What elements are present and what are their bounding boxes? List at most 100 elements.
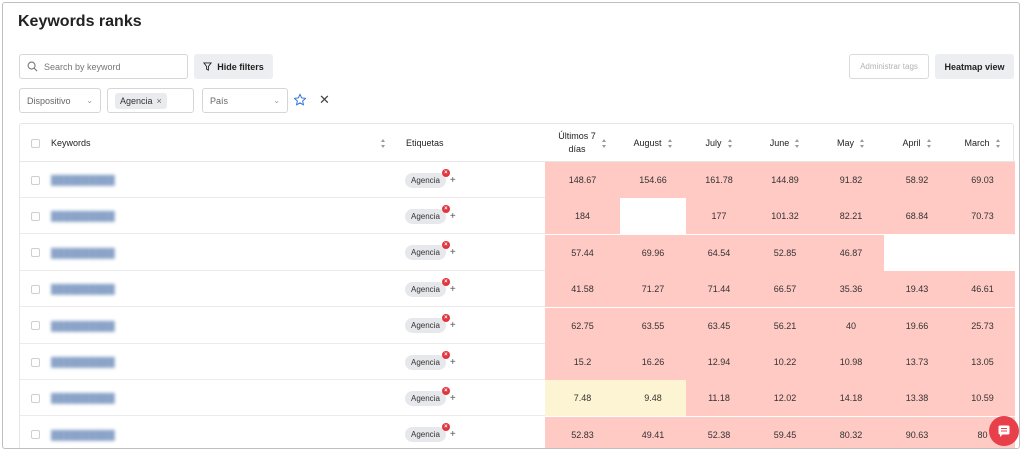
keyword-link-redacted[interactable]: ██████████ — [51, 429, 115, 440]
row-checkbox[interactable] — [31, 393, 40, 403]
sort-icon[interactable] — [601, 138, 607, 148]
keyword-link-redacted[interactable]: ██████████ — [51, 247, 115, 258]
row-checkbox[interactable] — [31, 175, 40, 185]
row-tags: Agencia × + — [405, 162, 456, 198]
search-icon — [27, 61, 38, 72]
table-header: Keywords Etiquetas Últimos 7 días August … — [20, 124, 1015, 162]
tag-chip[interactable]: Agencia × — [405, 241, 450, 261]
keyword-link-redacted[interactable]: ██████████ — [51, 320, 115, 331]
keyword-link-redacted[interactable]: ██████████ — [51, 211, 115, 222]
row-select-cell[interactable] — [31, 162, 40, 198]
header-march-label: March — [964, 138, 990, 148]
remove-tag-icon[interactable]: × — [441, 204, 450, 213]
admin-tags-button[interactable]: Administrar tags — [849, 54, 929, 79]
header-keywords[interactable]: Keywords — [51, 124, 386, 162]
rank-cell: 69.03 — [950, 162, 1015, 198]
add-tag-icon[interactable]: + — [449, 283, 456, 295]
chat-button[interactable] — [989, 416, 1019, 446]
tag-chip[interactable]: Agencia × — [405, 350, 450, 370]
tag-chip[interactable]: Agencia × — [405, 168, 450, 188]
add-tag-icon[interactable]: + — [449, 247, 456, 259]
device-select-label: Dispositivo — [27, 95, 71, 106]
row-select-cell[interactable] — [31, 271, 40, 307]
sort-icon[interactable] — [995, 138, 1001, 148]
sort-icon[interactable] — [795, 138, 800, 148]
rank-cell: 80.32 — [818, 416, 884, 448]
row-checkbox[interactable] — [31, 284, 40, 294]
header-last7[interactable]: Últimos 7 días — [545, 124, 620, 162]
rank-cell: 19.66 — [884, 307, 950, 344]
header-august[interactable]: August — [620, 124, 686, 162]
clear-filters-icon[interactable]: ✕ — [319, 92, 330, 107]
remove-tag-icon[interactable]: × — [441, 241, 450, 250]
keyword-link-redacted[interactable]: ██████████ — [51, 175, 115, 185]
rank-cell: 58.92 — [884, 162, 950, 198]
row-tags: Agencia × + — [405, 198, 456, 234]
star-icon[interactable] — [293, 93, 307, 107]
remove-tag-icon[interactable]: × — [441, 168, 450, 177]
row-tags: Agencia × + — [405, 308, 456, 344]
row-select-cell[interactable] — [31, 198, 40, 234]
select-all-checkbox[interactable] — [31, 138, 40, 148]
row-checkbox[interactable] — [31, 357, 40, 367]
search-input[interactable] — [44, 61, 174, 72]
add-tag-icon[interactable]: + — [449, 429, 456, 441]
header-june[interactable]: June — [752, 124, 818, 162]
row-checkbox[interactable] — [31, 430, 40, 440]
rank-cell: 25.73 — [950, 307, 1015, 344]
filter-icon — [203, 62, 213, 71]
tags-select[interactable]: Agencia × — [107, 88, 194, 113]
tag-chip[interactable]: Agencia × — [405, 314, 450, 334]
device-select[interactable]: Dispositivo ⌄ — [19, 88, 101, 113]
header-march[interactable]: March — [950, 124, 1015, 162]
add-tag-icon[interactable]: + — [449, 174, 456, 186]
row-select-cell[interactable] — [31, 380, 40, 416]
header-july[interactable]: July — [686, 124, 752, 162]
keyword-link-redacted[interactable]: ██████████ — [51, 357, 115, 367]
rank-cell: 13.73 — [884, 344, 950, 380]
sort-icon[interactable] — [860, 138, 865, 148]
add-tag-icon[interactable]: + — [449, 210, 456, 222]
rank-cell: 63.45 — [686, 307, 752, 344]
chip-remove-icon[interactable]: × — [156, 95, 162, 106]
row-select-cell[interactable] — [31, 235, 40, 271]
header-april[interactable]: April — [884, 124, 950, 162]
header-may[interactable]: May — [818, 124, 884, 162]
hide-filters-button[interactable]: Hide filters — [194, 54, 273, 79]
remove-tag-icon[interactable]: × — [441, 350, 450, 359]
sort-icon[interactable] — [667, 138, 673, 148]
remove-tag-icon[interactable]: × — [441, 423, 450, 432]
row-checkbox[interactable] — [31, 248, 40, 258]
remove-tag-icon[interactable]: × — [441, 277, 450, 286]
tag-chip[interactable]: Agencia × — [405, 204, 450, 224]
keyword-link-redacted[interactable]: ██████████ — [51, 284, 115, 295]
header-last7-line2: días — [568, 144, 586, 154]
row-checkbox[interactable] — [31, 211, 40, 221]
sort-icon[interactable] — [727, 138, 733, 148]
row-checkbox[interactable] — [31, 321, 40, 331]
table-row: ██████████ Agencia × +62.75 63.55 63.45 56.21 4… — [20, 307, 1015, 344]
sort-icon[interactable] — [926, 138, 932, 148]
search-box[interactable] — [19, 54, 188, 79]
rank-cell: 41.58 — [545, 271, 620, 308]
header-select-all[interactable] — [31, 124, 40, 162]
header-tags: Etiquetas — [406, 124, 444, 162]
remove-tag-icon[interactable]: × — [441, 314, 450, 323]
add-tag-icon[interactable]: + — [449, 356, 456, 368]
row-select-cell[interactable] — [31, 308, 40, 344]
country-select[interactable]: País ⌄ — [202, 88, 288, 113]
table-row: ██████████ Agencia × +184 177 101.32 82.21 68.8… — [20, 198, 1015, 235]
row-select-cell[interactable] — [31, 417, 40, 448]
keyword-link-redacted[interactable]: ██████████ — [51, 393, 115, 404]
tag-chip[interactable]: Agencia × — [405, 386, 450, 406]
add-tag-icon[interactable]: + — [449, 320, 456, 332]
sort-icon[interactable] — [381, 138, 386, 148]
rank-cell: 46.61 — [950, 271, 1015, 308]
add-tag-icon[interactable]: + — [449, 392, 456, 404]
table-row: ██████████ Agencia × +41.58 71.27 71.44 66.57 3… — [20, 271, 1015, 308]
heatmap-view-button[interactable]: Heatmap view — [935, 54, 1014, 79]
tag-chip[interactable]: Agencia × — [405, 277, 450, 297]
remove-tag-icon[interactable]: × — [441, 386, 450, 395]
row-select-cell[interactable] — [31, 344, 40, 380]
tag-chip[interactable]: Agencia × — [405, 423, 450, 443]
